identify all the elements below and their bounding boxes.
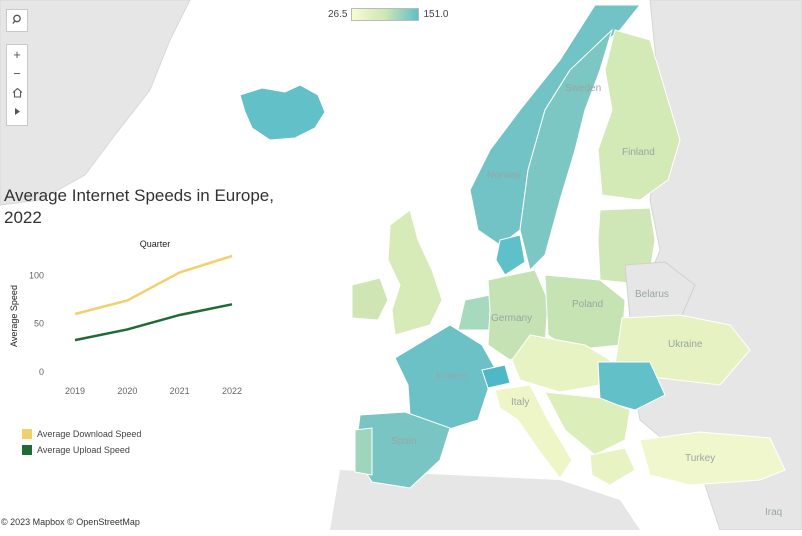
x-tick-label: 2020	[117, 386, 137, 396]
color-legend: 26.5 151.0	[328, 8, 449, 21]
play-icon[interactable]	[7, 102, 27, 121]
country-uk[interactable]	[387, 209, 443, 336]
search-control[interactable]	[6, 9, 28, 32]
map-toolbar: + −	[6, 44, 28, 126]
series-legend: Average Download Speed Average Upload Sp…	[22, 426, 141, 458]
country-france[interactable]	[394, 324, 496, 433]
country-romania[interactable]	[597, 361, 666, 411]
legend-gradient	[351, 8, 420, 21]
country-denmark[interactable]	[495, 234, 526, 276]
country-central-europe[interactable]	[511, 334, 611, 393]
label-sweden: Sweden	[565, 83, 601, 94]
label-turkey: Turkey	[685, 453, 715, 464]
label-belarus: Belarus	[635, 289, 669, 300]
country-sweden[interactable]	[519, 28, 614, 271]
label-poland: Poland	[572, 299, 603, 310]
legend-swatch-download	[22, 429, 32, 439]
label-ukraine: Ukraine	[668, 339, 703, 350]
x-tick-label: 2022	[222, 386, 242, 396]
legend-max: 151.0	[423, 9, 449, 20]
greenland	[0, 0, 191, 206]
bottom-bar	[0, 530, 802, 536]
x-tick-label: 2019	[65, 386, 85, 396]
legend-label-download: Average Download Speed	[37, 429, 142, 439]
label-norway: Norway	[487, 170, 521, 181]
zoom-in-icon[interactable]: +	[13, 47, 21, 62]
line-chart: Quarter Average Speed 100 50 0 2019 2020 202…	[9, 239, 242, 396]
legend-label-upload: Average Upload Speed	[37, 445, 130, 455]
label-france: France	[436, 371, 468, 382]
label-germany: Germany	[491, 313, 532, 324]
legend-item-upload[interactable]: Average Upload Speed	[22, 442, 141, 458]
country-iceland[interactable]	[239, 84, 326, 141]
y-tick-label: 50	[34, 319, 44, 329]
label-iraq: Iraq	[765, 507, 782, 518]
y-tick-label: 0	[39, 367, 44, 377]
legend-item-download[interactable]: Average Download Speed	[22, 426, 141, 442]
label-spain: Spain	[391, 436, 417, 447]
country-finland[interactable]	[597, 29, 681, 201]
country-italy[interactable]	[494, 384, 573, 479]
country-balkans[interactable]	[544, 391, 631, 456]
y-tick-label: 100	[29, 270, 44, 280]
label-italy: Italy	[511, 397, 529, 408]
zoom-out-icon[interactable]: −	[13, 66, 21, 81]
chart-title: Quarter	[140, 239, 171, 249]
country-belarus	[624, 261, 696, 321]
series-line-download[interactable]	[74, 254, 233, 316]
series-line-upload[interactable]	[74, 303, 233, 342]
label-finland: Finland	[622, 147, 655, 158]
country-switzerland[interactable]	[481, 364, 511, 389]
legend-min: 26.5	[328, 9, 348, 20]
map-attribution[interactable]: © 2023 Mapbox © OpenStreetMap	[1, 517, 140, 527]
country-greece[interactable]	[589, 447, 636, 486]
country-portugal[interactable]	[354, 427, 373, 476]
country-ireland[interactable]	[351, 277, 389, 321]
home-icon[interactable]	[7, 83, 27, 102]
page-title: Average Internet Speeds in Europe, 2022	[4, 186, 274, 227]
legend-swatch-upload	[22, 445, 32, 455]
country-turkey[interactable]	[639, 431, 786, 486]
search-icon[interactable]	[7, 10, 27, 29]
y-axis-title: Average Speed	[9, 285, 19, 347]
x-tick-label: 2021	[170, 386, 190, 396]
